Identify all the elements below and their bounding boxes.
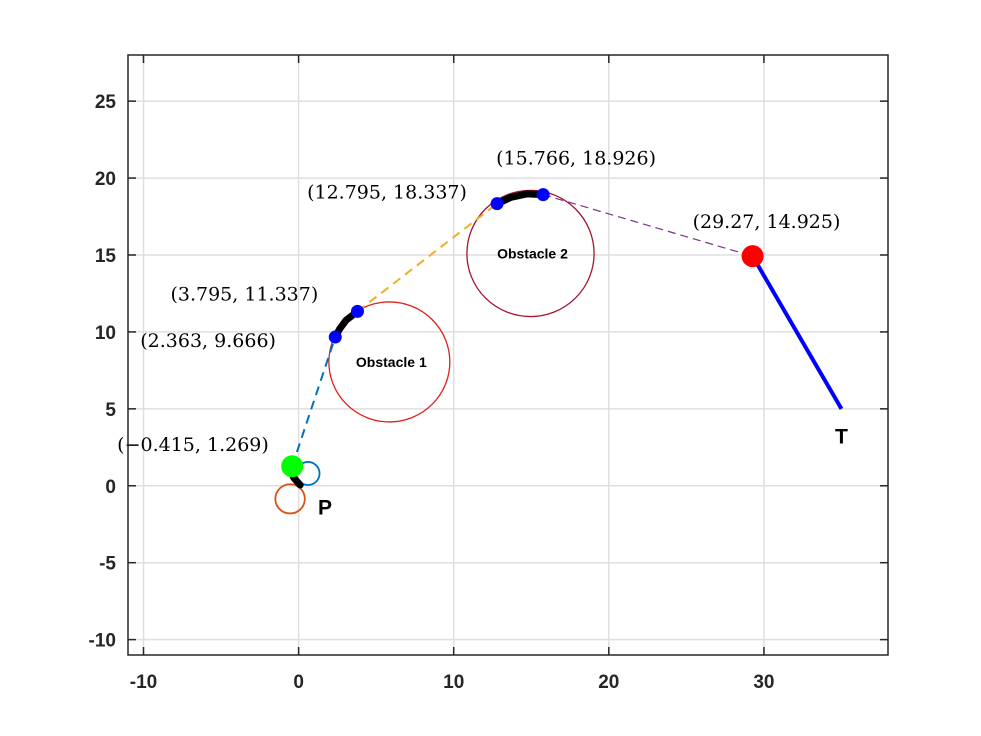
point-coordinate-label: (2.363, 9.666) [140,330,276,352]
path-arc [493,190,547,208]
path-segments [291,194,844,467]
start-turn-circle [274,483,306,515]
y-tick-label: 10 [95,323,116,344]
endpoint-label: P [318,496,332,519]
data-point [536,188,550,202]
obstacle-circle [466,189,595,318]
point-coordinate-label: (−0.415, 1.269) [117,434,269,456]
y-tick-label: -5 [99,554,116,575]
point-coordinate-label: (3.795, 11.337) [170,283,318,305]
point-labels: (−0.415, 1.269) (2.363, 9.666) (3.795, 11.… [117,148,848,520]
obstacles: Obstacle 1 Obstacle 2 [274,189,595,515]
data-point [350,304,364,318]
data-point [490,197,504,211]
plot-area: Obstacle 1 Obstacle 2 (−0.415, 1.269) (2.3… [89,54,889,693]
y-tick-label: 0 [105,477,116,498]
point-coordinate-label: (29.27, 14.925) [693,211,841,233]
axes-background [128,55,888,655]
data-point [281,455,304,478]
x-tick-label: 30 [753,672,774,693]
y-tick-label: 5 [105,400,116,421]
y-tick-label: 15 [95,246,117,267]
obstacle-label: Obstacle 2 [497,245,568,261]
y-tick-label: 25 [95,92,117,113]
data-point [741,245,764,268]
y-tick-label: 20 [95,169,116,190]
x-tick-label: -10 [130,672,157,693]
y-tick-label: -10 [89,631,116,652]
tangent-segment [291,336,337,467]
tangent-segment [542,194,753,257]
data-point [328,330,342,344]
point-coordinate-label: (15.766, 18.926) [496,148,656,170]
axes-box [127,54,889,656]
x-tick-label: 0 [293,672,304,693]
axis-ticks: -10 0 10 20 30 -10 -5 0 5 10 15 20 25 [89,55,888,693]
obstacle-label: Obstacle 1 [356,354,427,370]
x-tick-label: 10 [443,672,464,693]
point-coordinate-label: (12.795, 18.337) [307,182,467,204]
x-tick-label: 20 [598,672,619,693]
final-segment [750,255,844,410]
endpoint-label: T [835,426,848,449]
obstacle-circle [328,301,451,423]
data-points [281,188,764,478]
